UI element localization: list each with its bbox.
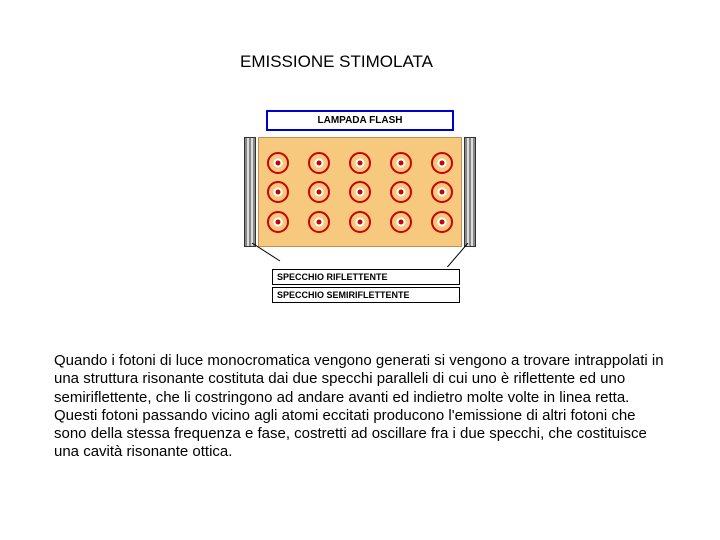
mirror-reflecting-label: SPECCHIO RIFLETTENTE	[272, 269, 460, 285]
atom-icon	[349, 152, 371, 174]
atom-icon	[390, 211, 412, 233]
atom-icon	[308, 211, 330, 233]
atom-row	[267, 181, 453, 203]
atom-icon	[349, 211, 371, 233]
atom-icon	[390, 152, 412, 174]
mirror-semi-reflecting-label: SPECCHIO SEMIRIFLETTENTE	[272, 287, 460, 303]
atom-icon	[431, 211, 453, 233]
atom-row	[267, 152, 453, 174]
atom-icon	[308, 152, 330, 174]
body-paragraph: Quando i fotoni di luce monocromatica ve…	[54, 352, 668, 462]
page-title: EMISSIONE STIMOLATA	[240, 52, 433, 72]
laser-diagram: LAMPADA FLASH SPECCHIO RIFLETTENTE SPECC…	[244, 110, 476, 305]
flash-lamp-label: LAMPADA FLASH	[266, 110, 454, 131]
lead-lines	[244, 247, 476, 267]
atom-icon	[390, 181, 412, 203]
cavity-wrap	[244, 137, 476, 247]
atom-icon	[431, 181, 453, 203]
resonant-cavity	[258, 137, 462, 247]
atom-icon	[308, 181, 330, 203]
atom-icon	[267, 211, 289, 233]
atom-icon	[431, 152, 453, 174]
mirror-left	[244, 137, 256, 247]
atom-row	[267, 211, 453, 233]
atom-icon	[267, 181, 289, 203]
atom-icon	[349, 181, 371, 203]
mirror-right	[464, 137, 476, 247]
atom-icon	[267, 152, 289, 174]
